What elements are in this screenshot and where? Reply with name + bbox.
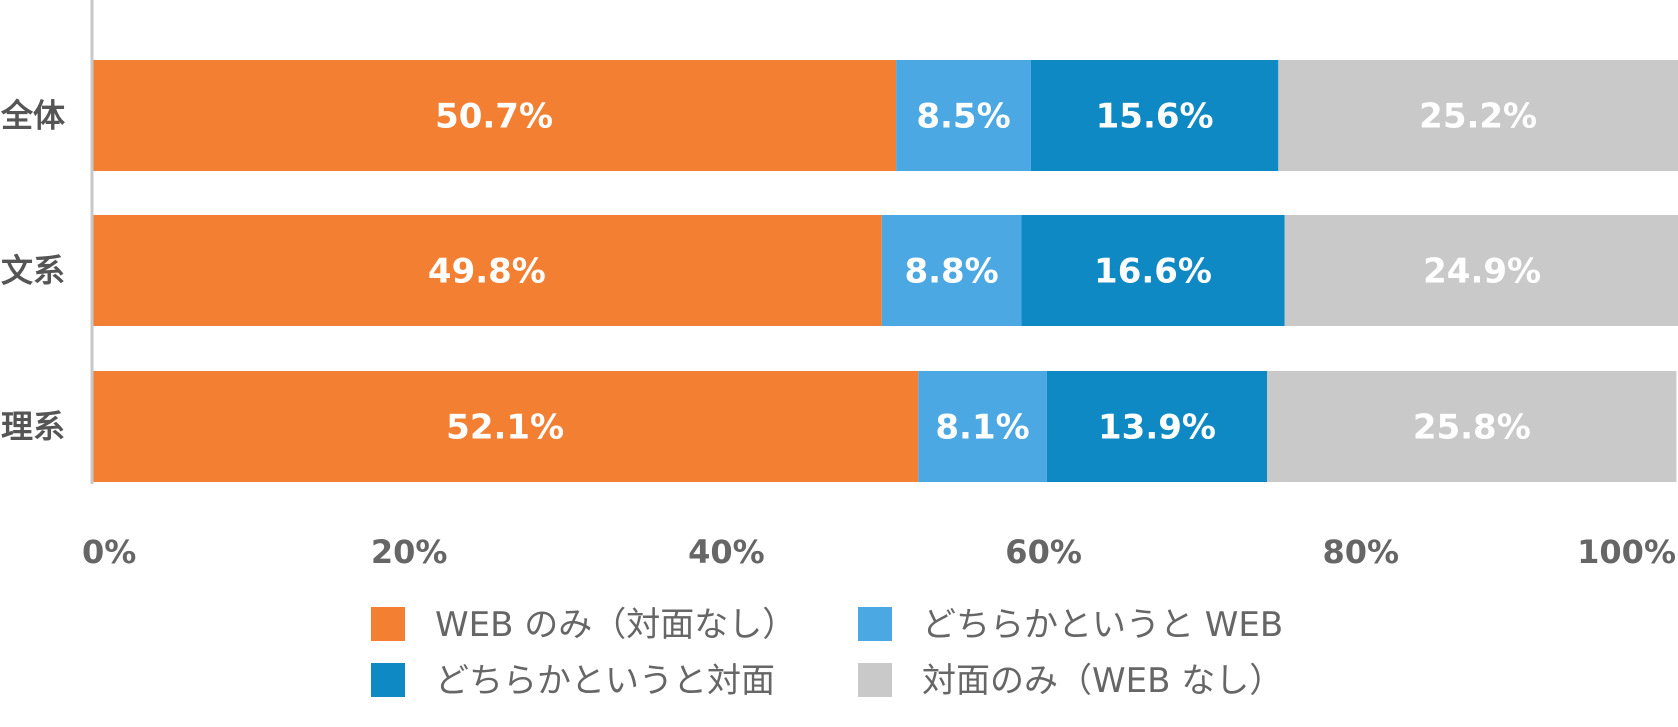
- category-label-2: 文系: [1, 252, 65, 290]
- bar-segment-3-2: [918, 371, 1047, 482]
- legend-label-3: どちらかというと対面: [435, 661, 775, 701]
- data-label-2-1: 49.8%: [428, 252, 546, 292]
- x-tick-label-0: 0%: [82, 533, 136, 571]
- category-label-1: 全体: [0, 97, 65, 135]
- legend-label-2: どちらかというと WEB: [922, 605, 1283, 645]
- bar-segment-1-3: [1030, 60, 1279, 171]
- bar-segment-2-4: [1284, 215, 1678, 326]
- bar-segment-3-1: [92, 371, 919, 482]
- data-label-1-1: 50.7%: [435, 97, 553, 137]
- legend-swatch-4: [858, 663, 892, 697]
- bar-segment-3-3: [1046, 371, 1268, 482]
- x-tick-label-100: 100%: [1577, 533, 1676, 571]
- legend-swatch-1: [371, 607, 405, 641]
- data-label-2-4: 24.9%: [1423, 252, 1541, 292]
- bar-segment-3-4: [1267, 371, 1677, 482]
- bar-segment-2-2: [881, 215, 1022, 326]
- data-label-3-2: 8.1%: [935, 408, 1029, 448]
- data-label-3-4: 25.8%: [1413, 408, 1531, 448]
- x-tick-label-80: 80%: [1323, 533, 1400, 571]
- bar-segment-2-1: [92, 215, 882, 326]
- category-label-3: 理系: [1, 408, 65, 446]
- data-label-2-3: 16.6%: [1094, 252, 1212, 292]
- data-label-1-2: 8.5%: [916, 97, 1010, 137]
- data-label-2-2: 8.8%: [904, 252, 998, 292]
- x-tick-label-20: 20%: [371, 533, 448, 571]
- legend-label-4: 対面のみ（WEB なし）: [922, 661, 1283, 701]
- bars-layer: 50.7% 8.5% 15.6% 25.2% 49.8% 8.8% 16.6% 24.9% 52…: [92, 60, 1678, 482]
- data-label-1-3: 15.6%: [1096, 97, 1214, 137]
- data-label-1-4: 25.2%: [1419, 97, 1537, 137]
- data-label-3-3: 13.9%: [1098, 408, 1216, 448]
- legend: WEB のみ（対面なし） どちらかというと WEB どちらかというと対面 対面のみ（W…: [371, 605, 1283, 701]
- legend-label-1: WEB のみ（対面なし）: [435, 605, 796, 645]
- x-tick-label-60: 60%: [1005, 533, 1082, 571]
- bar-segment-2-3: [1021, 215, 1285, 326]
- bar-segment-1-4: [1278, 60, 1678, 171]
- x-axis-tick-labels: 0% 20% 40% 60% 80% 100%: [82, 533, 1676, 571]
- x-tick-label-40: 40%: [688, 533, 765, 571]
- legend-swatch-2: [858, 607, 892, 641]
- data-label-3-1: 52.1%: [446, 408, 564, 448]
- bar-segment-1-2: [896, 60, 1031, 171]
- legend-swatch-3: [371, 663, 405, 697]
- bar-segment-1-1: [92, 60, 897, 171]
